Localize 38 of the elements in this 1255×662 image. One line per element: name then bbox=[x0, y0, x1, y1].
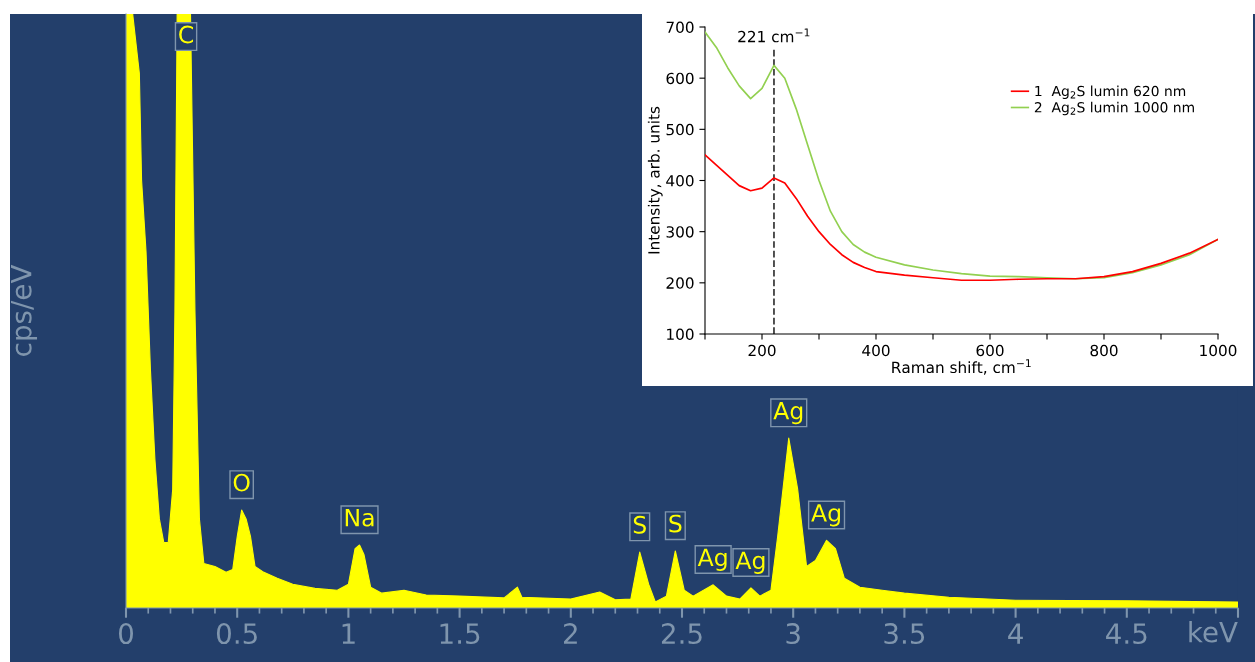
y-tick-label: 600 bbox=[666, 72, 694, 85]
y-axis-title: cps/eV bbox=[11, 264, 38, 356]
x-tick-label: 200 bbox=[748, 344, 776, 357]
x-tick-label: 4 bbox=[1008, 623, 1023, 644]
annotation: S bbox=[633, 515, 646, 534]
y-tick-label: 400 bbox=[666, 174, 694, 187]
annotation: Ag bbox=[735, 551, 765, 574]
annotation: C bbox=[179, 25, 194, 44]
x-tick-label: 3.5 bbox=[884, 623, 925, 645]
x-tick-label: 1 bbox=[342, 623, 355, 644]
x-tick-label: 600 bbox=[976, 344, 1004, 357]
x-axis-title: keV bbox=[1189, 621, 1238, 643]
x-tick-label: 2 bbox=[564, 623, 577, 644]
y-tick-label: 200 bbox=[666, 277, 694, 289]
annotation: Na bbox=[345, 509, 374, 527]
x-tick-label: 0 bbox=[118, 623, 133, 645]
x-axis-title: Raman shift, cm$^{−1}$ bbox=[892, 359, 1031, 375]
x-tick-label: 1.5 bbox=[440, 623, 480, 645]
annotation: S bbox=[669, 514, 682, 533]
x-tick-label: 3 bbox=[786, 623, 800, 645]
annotation: O bbox=[233, 473, 250, 492]
x-tick-label: 400 bbox=[862, 344, 890, 357]
annotation: Ag bbox=[697, 548, 727, 571]
x-tick-label: 800 bbox=[1090, 344, 1118, 357]
y-tick-label: 500 bbox=[666, 123, 694, 136]
annotation: Ag bbox=[811, 504, 840, 527]
y-axis-title: Intensity, arb. units bbox=[647, 106, 663, 254]
y-tick-label: 700 bbox=[666, 21, 694, 34]
legend-label: 1 Ag$_{2}$S lumin 620 nm bbox=[1035, 85, 1186, 99]
legend-label: 2 Ag$_{2}$S lumin 1000 nm bbox=[1034, 101, 1194, 116]
y-tick-label: 100 bbox=[667, 328, 694, 341]
x-tick-label: 1000 bbox=[1200, 344, 1237, 357]
y-tick-label: 300 bbox=[666, 226, 694, 238]
x-tick-label: 2.5 bbox=[661, 623, 702, 645]
x-tick-label: 4.5 bbox=[1106, 623, 1147, 645]
annotation: Ag bbox=[773, 402, 803, 425]
x-tick-label: 0.5 bbox=[216, 623, 257, 645]
ref-line-label: 221 cm$^{−1}$ bbox=[738, 28, 810, 43]
